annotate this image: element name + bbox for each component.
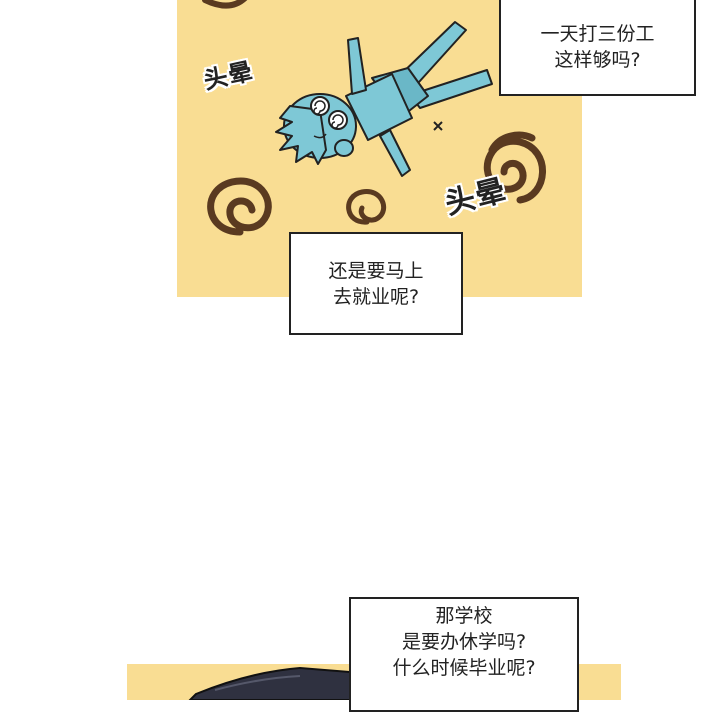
dizzy-swirl-icon	[483, 131, 546, 204]
dizzy-swirl-icon	[346, 189, 386, 225]
speech-bubble: 一天打三份工 这样够吗?	[499, 0, 696, 96]
bubble-line: 那学校	[435, 605, 493, 627]
bubble-line: 一天打三份工	[540, 22, 655, 45]
bubble-line: 是要办休学吗?	[401, 631, 527, 653]
bubble-line: 什么时候毕业呢?	[392, 657, 536, 679]
bubble-line: 还是要马上	[328, 259, 424, 282]
speech-bubble: 还是要马上 去就业呢?	[289, 232, 463, 335]
dizzy-swirl-icon	[202, 0, 248, 9]
bubble-line: 这样够吗?	[554, 48, 641, 71]
dizzy-character-illustration	[275, 21, 493, 177]
dizzy-swirl-icon	[207, 177, 272, 236]
bubble-line: 去就业呢?	[332, 285, 420, 308]
speech-bubble: 那学校 是要办休学吗? 什么时候毕业呢?	[349, 597, 579, 712]
